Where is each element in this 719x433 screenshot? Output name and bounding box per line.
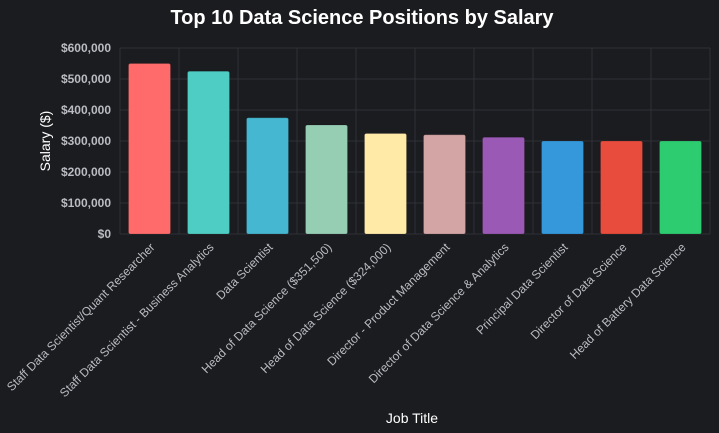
bar[interactable] (128, 63, 171, 235)
bar[interactable] (364, 133, 407, 235)
x-tick-label: Director of Data Science (528, 240, 630, 342)
x-tick-label: Head of Data Science ($351,500) (199, 240, 335, 376)
x-tick-label: Head of Data Science ($324,000) (258, 240, 394, 376)
bar[interactable] (305, 124, 348, 235)
bar[interactable] (541, 140, 584, 235)
bar[interactable] (246, 117, 289, 235)
bar[interactable] (482, 136, 525, 235)
y-tick-label: $0 (98, 227, 112, 241)
y-tick-label: $200,000 (61, 165, 111, 179)
x-tick-label: Head of Battery Data Science (567, 240, 689, 362)
x-axis-ticks: Staff Data Scientist/Quant ResearcherSta… (4, 240, 689, 400)
bar[interactable] (600, 140, 643, 235)
y-tick-label: $400,000 (61, 103, 111, 117)
bar[interactable] (659, 140, 702, 235)
y-tick-label: $600,000 (61, 41, 111, 55)
y-tick-label: $100,000 (61, 196, 111, 210)
y-axis-title: Salary ($) (37, 111, 53, 172)
y-axis-ticks: $0 $100,000 $200,000 $300,000 $400,000 $500,0… (61, 41, 111, 241)
bar[interactable] (423, 134, 466, 235)
chart-title: Top 10 Data Science Positions by Salary (170, 7, 554, 29)
x-axis-title: Job Title (386, 410, 438, 426)
bars (128, 63, 702, 235)
x-tick-label: Director - Product Management (324, 240, 453, 369)
y-tick-label: $500,000 (61, 72, 111, 86)
y-tick-label: $300,000 (61, 134, 111, 148)
bar[interactable] (187, 70, 230, 235)
x-tick-label: Data Scientist (213, 240, 276, 303)
